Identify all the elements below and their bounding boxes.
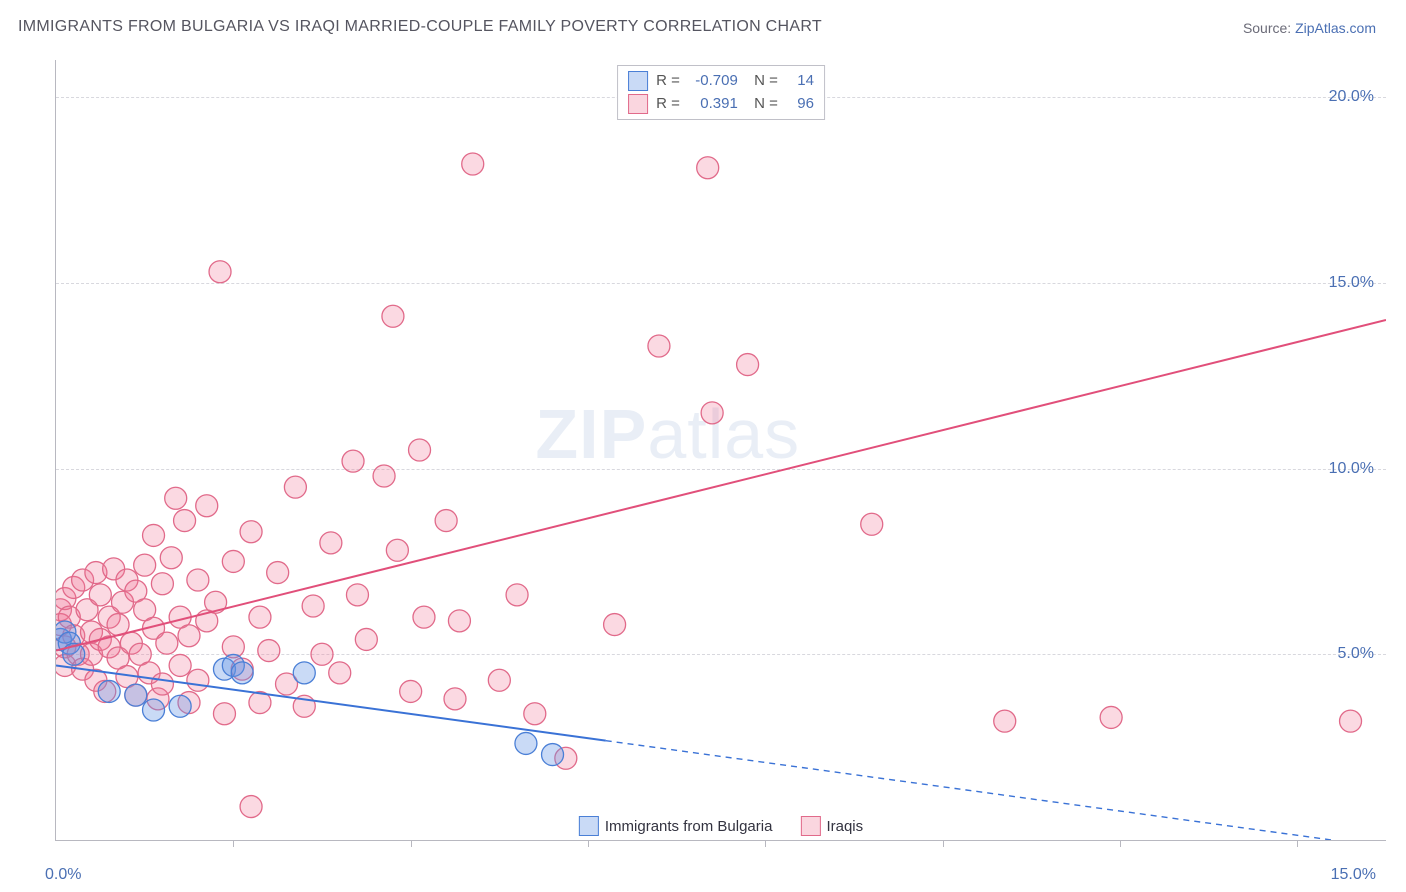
x-tick — [943, 840, 944, 847]
r-value-pink: 0.391 — [688, 93, 738, 116]
r-value-blue: -0.709 — [688, 70, 738, 93]
source-value: ZipAtlas.com — [1295, 20, 1376, 36]
n-label: N = — [746, 93, 778, 116]
x-tick — [411, 840, 412, 847]
source-attribution: Source: ZipAtlas.com — [1243, 20, 1376, 36]
swatch-pink-icon — [800, 816, 820, 836]
r-label: R = — [656, 70, 680, 93]
legend-row-blue: R = -0.709 N = 14 — [628, 70, 814, 93]
legend-label-blue: Immigrants from Bulgaria — [605, 818, 773, 835]
series-legend: Immigrants from Bulgaria Iraqis — [571, 814, 871, 838]
chart-title: IMMIGRANTS FROM BULGARIA VS IRAQI MARRIE… — [18, 18, 822, 36]
legend-item-pink: Iraqis — [800, 816, 863, 836]
source-label: Source: — [1243, 20, 1295, 36]
n-value-blue: 14 — [786, 70, 814, 93]
swatch-blue-icon — [628, 71, 648, 91]
swatch-pink-icon — [628, 94, 648, 114]
r-label: R = — [656, 93, 680, 116]
x-axis-start-label: 0.0% — [45, 866, 81, 884]
x-tick — [1297, 840, 1298, 847]
scatter-svg — [56, 60, 1386, 840]
x-tick — [588, 840, 589, 847]
legend-item-blue: Immigrants from Bulgaria — [579, 816, 773, 836]
x-axis-end-label: 15.0% — [1331, 866, 1376, 884]
n-label: N = — [746, 70, 778, 93]
x-tick — [1120, 840, 1121, 847]
x-tick — [765, 840, 766, 847]
x-tick — [233, 840, 234, 847]
swatch-blue-icon — [579, 816, 599, 836]
legend-row-pink: R = 0.391 N = 96 — [628, 93, 814, 116]
correlation-legend: R = -0.709 N = 14 R = 0.391 N = 96 — [617, 65, 825, 120]
chart-plot-area: ZIPatlas R = -0.709 N = 14 R = 0.391 N =… — [55, 60, 1386, 841]
legend-label-pink: Iraqis — [826, 818, 863, 835]
n-value-pink: 96 — [786, 93, 814, 116]
